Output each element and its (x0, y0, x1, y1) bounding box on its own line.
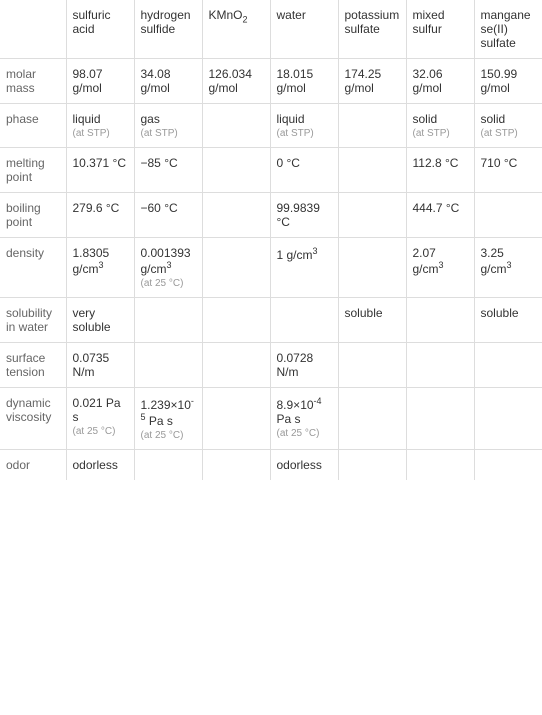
cell (202, 238, 270, 298)
header-row: sulfuric acid hydrogen sulfide KMnO2 wat… (0, 0, 542, 59)
cell: 32.06 g/mol (406, 59, 474, 104)
cell: 0.0728 N/m (270, 343, 338, 388)
row-label: molar mass (0, 59, 66, 104)
cell: 8.9×10-4 Pa s(at 25 °C) (270, 388, 338, 450)
cell (270, 298, 338, 343)
viscosity-row: dynamic viscosity 0.021 Pa s(at 25 °C) 1… (0, 388, 542, 450)
cell: 444.7 °C (406, 193, 474, 238)
cell: solid(at STP) (474, 104, 542, 148)
cell: solid(at STP) (406, 104, 474, 148)
cell: 3.25 g/cm3 (474, 238, 542, 298)
cell (406, 450, 474, 481)
row-label: odor (0, 450, 66, 481)
cell: 10.371 °C (66, 148, 134, 193)
cell: liquid(at STP) (66, 104, 134, 148)
cell (338, 104, 406, 148)
cell: soluble (474, 298, 542, 343)
cell (406, 388, 474, 450)
cell (338, 343, 406, 388)
cell: 150.99 g/mol (474, 59, 542, 104)
row-label: melting point (0, 148, 66, 193)
header-blank (0, 0, 66, 59)
row-label: dynamic viscosity (0, 388, 66, 450)
cell: 0.0735 N/m (66, 343, 134, 388)
cell: 1 g/cm3 (270, 238, 338, 298)
cell (474, 388, 542, 450)
col-header-water: water (270, 0, 338, 59)
cell (474, 343, 542, 388)
surface-tension-row: surface tension 0.0735 N/m 0.0728 N/m (0, 343, 542, 388)
properties-table: sulfuric acid hydrogen sulfide KMnO2 wat… (0, 0, 542, 480)
cell: very soluble (66, 298, 134, 343)
row-label: phase (0, 104, 66, 148)
cell (202, 388, 270, 450)
col-header-mixed-sulfur: mixed sulfur (406, 0, 474, 59)
cell (202, 298, 270, 343)
cell: gas(at STP) (134, 104, 202, 148)
cell: 1.8305 g/cm3 (66, 238, 134, 298)
row-label: density (0, 238, 66, 298)
cell: 0 °C (270, 148, 338, 193)
cell: 279.6 °C (66, 193, 134, 238)
cell: odorless (66, 450, 134, 481)
cell: liquid(at STP) (270, 104, 338, 148)
cell: 98.07 g/mol (66, 59, 134, 104)
cell (134, 343, 202, 388)
cell (202, 193, 270, 238)
solubility-row: solubility in water very soluble soluble… (0, 298, 542, 343)
odor-row: odor odorless odorless (0, 450, 542, 481)
cell (474, 193, 542, 238)
col-header-hydrogen-sulfide: hydrogen sulfide (134, 0, 202, 59)
cell (202, 148, 270, 193)
row-label: boiling point (0, 193, 66, 238)
cell (338, 450, 406, 481)
cell: 0.001393 g/cm3(at 25 °C) (134, 238, 202, 298)
cell: odorless (270, 450, 338, 481)
cell: soluble (338, 298, 406, 343)
cell (134, 298, 202, 343)
cell (338, 388, 406, 450)
density-row: density 1.8305 g/cm3 0.001393 g/cm3(at 2… (0, 238, 542, 298)
row-label: solubility in water (0, 298, 66, 343)
phase-row: phase liquid(at STP) gas(at STP) liquid(… (0, 104, 542, 148)
cell: 112.8 °C (406, 148, 474, 193)
cell (134, 450, 202, 481)
cell (202, 343, 270, 388)
cell: 174.25 g/mol (338, 59, 406, 104)
cell: 710 °C (474, 148, 542, 193)
boiling-point-row: boiling point 279.6 °C −60 °C 99.9839 °C… (0, 193, 542, 238)
cell: 0.021 Pa s(at 25 °C) (66, 388, 134, 450)
cell: 18.015 g/mol (270, 59, 338, 104)
cell: 126.034 g/mol (202, 59, 270, 104)
cell: 2.07 g/cm3 (406, 238, 474, 298)
col-header-manganese-sulfate: manganese(II) sulfate (474, 0, 542, 59)
cell (338, 193, 406, 238)
molar-mass-row: molar mass 98.07 g/mol 34.08 g/mol 126.0… (0, 59, 542, 104)
cell: −60 °C (134, 193, 202, 238)
cell: 1.239×10-5 Pa s(at 25 °C) (134, 388, 202, 450)
row-label: surface tension (0, 343, 66, 388)
col-header-kmno2: KMnO2 (202, 0, 270, 59)
cell: 99.9839 °C (270, 193, 338, 238)
col-header-sulfuric-acid: sulfuric acid (66, 0, 134, 59)
cell (202, 450, 270, 481)
cell (202, 104, 270, 148)
cell (406, 343, 474, 388)
cell (338, 238, 406, 298)
col-header-potassium-sulfate: potassium sulfate (338, 0, 406, 59)
cell (406, 298, 474, 343)
melting-point-row: melting point 10.371 °C −85 °C 0 °C 112.… (0, 148, 542, 193)
cell (338, 148, 406, 193)
cell: 34.08 g/mol (134, 59, 202, 104)
cell (474, 450, 542, 481)
cell: −85 °C (134, 148, 202, 193)
